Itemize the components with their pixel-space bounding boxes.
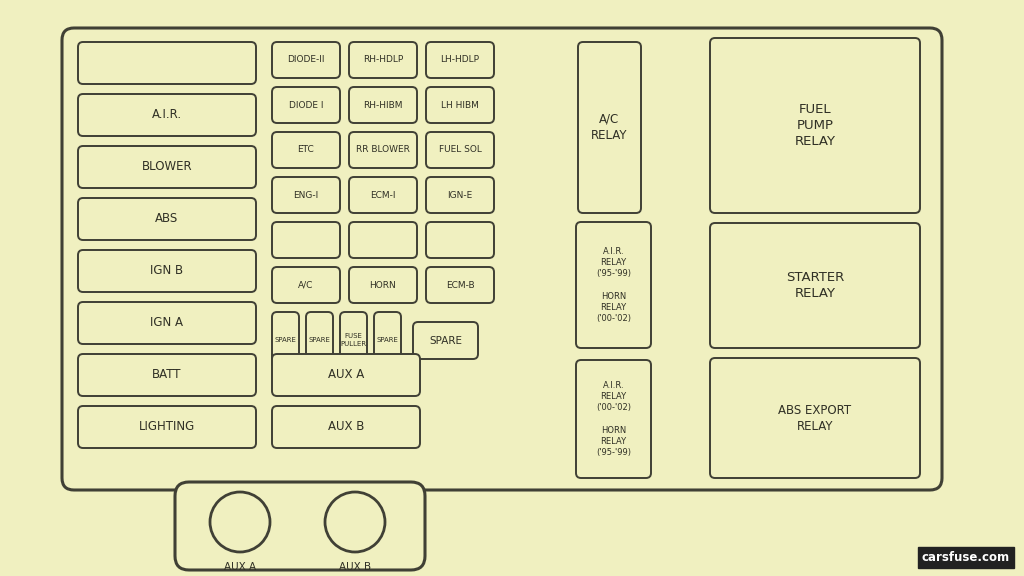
Text: LH-HDLP: LH-HDLP <box>440 55 479 65</box>
Text: LH HIBM: LH HIBM <box>441 100 479 109</box>
Text: IGN-E: IGN-E <box>447 191 473 199</box>
Text: ECM-B: ECM-B <box>445 281 474 290</box>
FancyBboxPatch shape <box>272 177 340 213</box>
FancyBboxPatch shape <box>426 132 494 168</box>
FancyBboxPatch shape <box>710 223 920 348</box>
Text: SPARE: SPARE <box>308 337 331 343</box>
Text: RR BLOWER: RR BLOWER <box>356 146 410 154</box>
Text: FUEL SOL: FUEL SOL <box>438 146 481 154</box>
FancyBboxPatch shape <box>78 198 256 240</box>
Circle shape <box>333 500 377 544</box>
FancyBboxPatch shape <box>426 177 494 213</box>
Text: FUEL
PUMP
RELAY: FUEL PUMP RELAY <box>795 103 836 148</box>
Text: A.I.R.
RELAY
('95-'99)

HORN
RELAY
('00-'02): A.I.R. RELAY ('95-'99) HORN RELAY ('00-'… <box>596 247 631 323</box>
FancyBboxPatch shape <box>272 354 420 396</box>
Text: BATT: BATT <box>153 369 181 381</box>
Text: AUX B: AUX B <box>339 562 371 572</box>
Text: A/C
RELAY: A/C RELAY <box>591 113 628 142</box>
FancyBboxPatch shape <box>413 322 478 359</box>
FancyBboxPatch shape <box>426 267 494 303</box>
Text: AUX A: AUX A <box>328 369 365 381</box>
FancyBboxPatch shape <box>575 360 651 478</box>
Text: ECM-I: ECM-I <box>371 191 395 199</box>
FancyBboxPatch shape <box>710 38 920 213</box>
FancyBboxPatch shape <box>349 177 417 213</box>
FancyBboxPatch shape <box>272 222 340 258</box>
FancyBboxPatch shape <box>426 42 494 78</box>
FancyBboxPatch shape <box>272 406 420 448</box>
Text: DIODE I: DIODE I <box>289 100 324 109</box>
FancyBboxPatch shape <box>349 42 417 78</box>
FancyBboxPatch shape <box>272 42 340 78</box>
FancyBboxPatch shape <box>272 132 340 168</box>
FancyBboxPatch shape <box>78 146 256 188</box>
Text: FUSE
PULLER: FUSE PULLER <box>340 334 367 347</box>
FancyBboxPatch shape <box>426 222 494 258</box>
FancyBboxPatch shape <box>78 406 256 448</box>
FancyBboxPatch shape <box>349 132 417 168</box>
Text: AUX B: AUX B <box>328 420 365 434</box>
Text: SPARE: SPARE <box>274 337 296 343</box>
FancyBboxPatch shape <box>272 267 340 303</box>
FancyBboxPatch shape <box>349 222 417 258</box>
Text: carsfuse.com: carsfuse.com <box>922 551 1010 564</box>
Text: ETC: ETC <box>298 146 314 154</box>
Text: ENG-I: ENG-I <box>293 191 318 199</box>
FancyBboxPatch shape <box>175 482 425 570</box>
Text: ABS EXPORT
RELAY: ABS EXPORT RELAY <box>778 404 852 433</box>
Text: BLOWER: BLOWER <box>141 161 193 173</box>
FancyBboxPatch shape <box>349 87 417 123</box>
FancyBboxPatch shape <box>374 312 401 368</box>
FancyBboxPatch shape <box>78 42 256 84</box>
Circle shape <box>218 500 262 544</box>
Text: LIGHTING: LIGHTING <box>139 420 196 434</box>
FancyBboxPatch shape <box>340 312 367 368</box>
Text: HORN: HORN <box>370 281 396 290</box>
FancyBboxPatch shape <box>710 358 920 478</box>
Text: SPARE: SPARE <box>429 335 462 346</box>
Text: A.I.R.: A.I.R. <box>152 108 182 122</box>
FancyBboxPatch shape <box>349 267 417 303</box>
FancyBboxPatch shape <box>575 222 651 348</box>
FancyBboxPatch shape <box>306 312 333 368</box>
Text: DIODE-II: DIODE-II <box>288 55 325 65</box>
FancyBboxPatch shape <box>78 250 256 292</box>
Text: SPARE: SPARE <box>377 337 398 343</box>
Text: A/C: A/C <box>298 281 313 290</box>
FancyBboxPatch shape <box>78 354 256 396</box>
FancyBboxPatch shape <box>272 87 340 123</box>
Text: A.I.R.
RELAY
('00-'02)

HORN
RELAY
('95-'99): A.I.R. RELAY ('00-'02) HORN RELAY ('95-'… <box>596 381 631 457</box>
Text: RH-HDLP: RH-HDLP <box>362 55 403 65</box>
FancyBboxPatch shape <box>78 94 256 136</box>
FancyBboxPatch shape <box>62 28 942 490</box>
FancyBboxPatch shape <box>78 302 256 344</box>
Text: IGN A: IGN A <box>151 316 183 329</box>
Text: ABS: ABS <box>156 213 178 225</box>
Text: STARTER
RELAY: STARTER RELAY <box>785 271 844 300</box>
Text: RH-HIBM: RH-HIBM <box>364 100 402 109</box>
FancyBboxPatch shape <box>272 312 299 368</box>
FancyBboxPatch shape <box>578 42 641 213</box>
Text: AUX A: AUX A <box>224 562 256 572</box>
FancyBboxPatch shape <box>426 87 494 123</box>
Text: IGN B: IGN B <box>151 264 183 278</box>
